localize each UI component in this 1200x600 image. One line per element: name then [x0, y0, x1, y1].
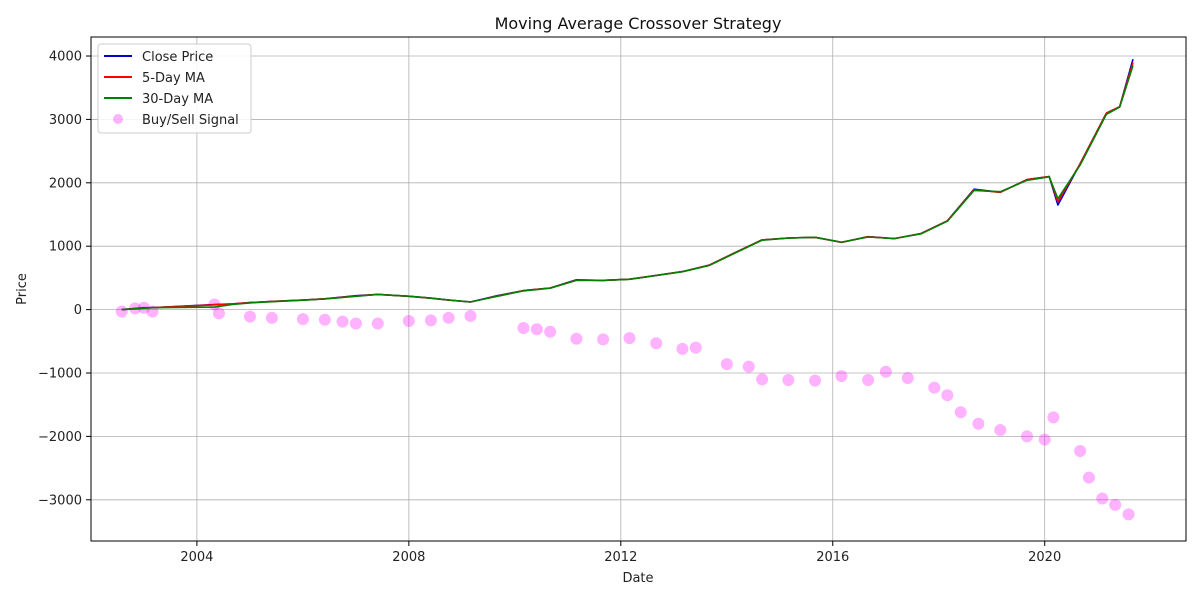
y-tick-label: 0	[74, 303, 82, 318]
signal-point	[676, 342, 689, 355]
signal-point	[371, 317, 384, 330]
y-tick-label: −3000	[38, 493, 82, 508]
y-tick-label: 4000	[49, 50, 82, 65]
signal-point	[442, 311, 455, 324]
signal-point	[336, 315, 349, 328]
signal-point	[928, 381, 941, 394]
signal-point	[756, 373, 769, 386]
x-tick-label: 2004	[180, 550, 213, 565]
legend-label-5-day-ma: 5-Day MA	[142, 71, 205, 86]
y-axis: −3000 −2000 −1000 0 1000 2000 3000 4000	[38, 50, 91, 508]
signal-point	[1096, 492, 1109, 505]
legend-box	[97, 43, 252, 134]
signal-point	[742, 360, 755, 373]
signal-point	[1047, 411, 1060, 424]
signal-point	[835, 370, 848, 383]
x-tick-label: 2020	[1028, 550, 1061, 565]
legend-label-30-day-ma: 30-Day MA	[142, 92, 213, 107]
legend-label-close-price: Close Price	[142, 50, 213, 65]
signal-point	[544, 325, 557, 338]
signal-point	[265, 311, 278, 324]
x-tick-label: 2012	[604, 550, 637, 565]
signal-point	[517, 321, 530, 334]
signal-point	[972, 417, 985, 430]
signal-point	[809, 374, 822, 387]
x-axis: 2004 2008 2012 2016 2020	[180, 541, 1061, 565]
x-axis-label: Date	[622, 571, 653, 586]
signal-point	[1122, 508, 1135, 521]
plot-frame	[90, 36, 1187, 542]
signal-point	[243, 310, 256, 323]
signal-point	[115, 305, 128, 318]
legend-label-signal: Buy/Sell Signal	[142, 113, 239, 128]
x-tick-label: 2008	[392, 550, 425, 565]
y-tick-label: −2000	[38, 430, 82, 445]
series-line-30-day-ma	[121, 65, 1134, 311]
y-tick-label: −1000	[38, 367, 82, 382]
signal-point	[901, 372, 914, 385]
legend: Close Price 5-Day MA 30-Day MA Buy/Sell …	[97, 43, 252, 134]
signal-point	[1074, 444, 1087, 457]
signal-point	[530, 323, 543, 336]
signal-point	[1021, 430, 1034, 443]
series-lines	[121, 58, 1134, 311]
y-tick-label: 1000	[49, 240, 82, 255]
chart-title: Moving Average Crossover Strategy	[495, 14, 782, 33]
signal-point	[464, 309, 477, 322]
signal-point	[349, 317, 362, 330]
signal-point	[689, 341, 702, 354]
signal-point	[623, 332, 636, 345]
signal-point	[782, 373, 795, 386]
signal-point	[941, 389, 954, 402]
signal-point	[650, 337, 663, 350]
y-axis-label: Price	[15, 273, 30, 305]
signal-point	[720, 358, 733, 371]
signal-point	[402, 315, 415, 328]
signal-point	[597, 333, 610, 346]
signal-point	[570, 332, 583, 345]
signal-point	[954, 406, 967, 419]
y-tick-label: 2000	[49, 176, 82, 191]
signal-point	[424, 314, 437, 327]
signal-point	[879, 365, 892, 378]
grid	[91, 37, 1186, 541]
signal-point	[862, 373, 875, 386]
signal-point	[318, 313, 331, 326]
signal-point	[212, 307, 225, 320]
signal-point	[296, 313, 309, 326]
signal-point	[1038, 433, 1051, 446]
signal-point	[1082, 471, 1095, 484]
legend-swatch-signal	[113, 114, 123, 124]
x-tick-label: 2016	[816, 550, 849, 565]
signal-point	[1109, 498, 1122, 511]
y-tick-label: 3000	[49, 113, 82, 128]
signal-point	[994, 424, 1007, 437]
